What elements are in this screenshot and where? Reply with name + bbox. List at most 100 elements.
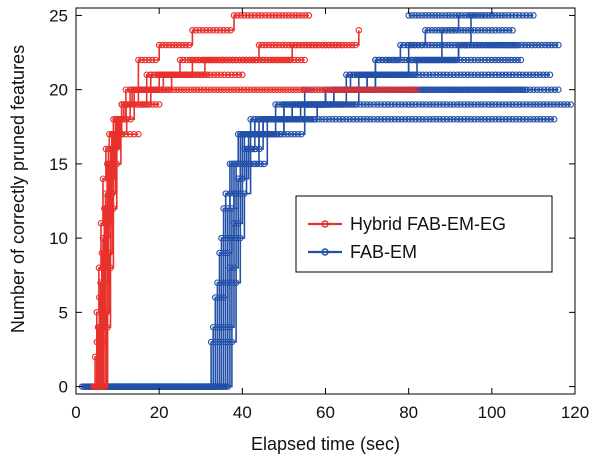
data-point	[432, 12, 439, 19]
data-point	[150, 71, 158, 79]
data-point	[174, 86, 181, 93]
data-point	[397, 86, 404, 93]
data-point	[461, 41, 468, 49]
data-point	[453, 71, 461, 79]
data-point	[272, 116, 280, 123]
data-point	[285, 56, 293, 64]
data-point	[451, 27, 459, 34]
data-point	[521, 41, 529, 49]
data-point	[388, 101, 395, 108]
data-point	[418, 56, 426, 64]
data-point	[162, 41, 170, 49]
data-point	[471, 12, 479, 19]
legend: Hybrid FAB-EM-EG FAB-EM	[295, 195, 553, 273]
data-point	[487, 86, 494, 93]
data-point	[408, 12, 416, 19]
data-point	[485, 101, 492, 108]
data-point	[196, 56, 204, 64]
data-point	[237, 234, 244, 242]
data-point	[308, 41, 316, 49]
data-point	[495, 116, 503, 123]
data-point	[412, 101, 419, 108]
data-point	[464, 41, 472, 49]
data-point	[130, 86, 138, 93]
data-point	[110, 383, 117, 390]
data-point	[284, 130, 291, 138]
data-point	[425, 56, 432, 64]
data-point	[481, 116, 489, 123]
data-point	[347, 86, 355, 93]
data-point	[276, 116, 283, 123]
data-point	[145, 56, 153, 64]
data-point	[272, 12, 279, 19]
data-point	[251, 12, 259, 19]
data-point	[519, 12, 526, 19]
data-point	[285, 41, 293, 49]
data-point	[245, 56, 253, 64]
data-point	[362, 71, 369, 79]
data-point	[428, 86, 435, 93]
data-point	[224, 71, 232, 79]
data-point	[241, 145, 248, 153]
data-point	[301, 101, 308, 108]
data-point	[445, 27, 452, 34]
data-point	[282, 12, 289, 19]
data-point	[195, 71, 202, 79]
data-point	[191, 383, 198, 390]
data-point	[374, 101, 381, 108]
series-hybrid-run-10	[104, 14, 309, 388]
y-tick-label: 10	[49, 229, 68, 248]
data-point	[293, 116, 301, 123]
data-point	[508, 12, 516, 19]
data-point	[99, 175, 107, 182]
data-point	[216, 27, 224, 34]
data-point	[553, 101, 561, 108]
data-point	[464, 71, 471, 79]
data-point	[259, 56, 267, 64]
data-point	[410, 71, 417, 79]
data-point	[481, 27, 489, 34]
data-point	[478, 56, 485, 64]
data-point	[186, 56, 194, 64]
data-point	[378, 71, 386, 79]
data-point	[270, 86, 277, 93]
data-point	[509, 101, 516, 108]
data-point	[239, 56, 246, 64]
data-point	[300, 116, 308, 123]
data-point	[263, 116, 270, 123]
data-point	[239, 71, 246, 79]
data-point	[255, 116, 262, 123]
data-point	[355, 27, 363, 34]
data-point	[135, 130, 142, 138]
data-point	[266, 86, 274, 93]
data-point	[262, 41, 269, 49]
data-point	[541, 41, 549, 49]
data-point	[526, 71, 533, 79]
data-point	[325, 41, 333, 49]
data-point	[295, 86, 303, 93]
data-point	[321, 86, 329, 93]
data-point	[530, 116, 537, 123]
data-point	[457, 116, 464, 123]
data-point	[320, 101, 328, 108]
data-point	[464, 101, 471, 108]
data-point	[170, 71, 177, 79]
data-point	[498, 56, 505, 64]
data-point	[471, 71, 478, 79]
legend-label-hybrid: Hybrid FAB-EM-EG	[350, 214, 506, 234]
data-point	[163, 71, 171, 79]
data-point	[460, 116, 468, 123]
data-point	[418, 12, 426, 19]
data-point	[272, 56, 280, 64]
data-point	[193, 56, 200, 64]
data-point	[388, 71, 396, 79]
data-point	[516, 116, 523, 123]
data-point	[483, 86, 491, 93]
data-point	[353, 116, 360, 123]
data-point	[514, 86, 522, 93]
data-point	[191, 71, 199, 79]
data-point	[220, 86, 228, 93]
data-point	[259, 116, 267, 123]
data-point	[481, 41, 489, 49]
data-point	[244, 12, 252, 19]
